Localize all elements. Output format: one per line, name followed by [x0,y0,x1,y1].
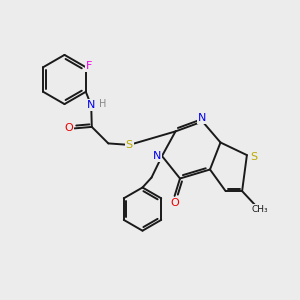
Text: N: N [152,151,161,161]
Text: S: S [250,152,257,163]
Text: CH₃: CH₃ [252,205,268,214]
Text: O: O [64,123,74,134]
Text: O: O [170,197,179,208]
Text: N: N [198,113,207,123]
Text: F: F [85,61,92,71]
Text: S: S [126,140,133,150]
Text: H: H [99,99,106,109]
Text: N: N [87,100,95,110]
